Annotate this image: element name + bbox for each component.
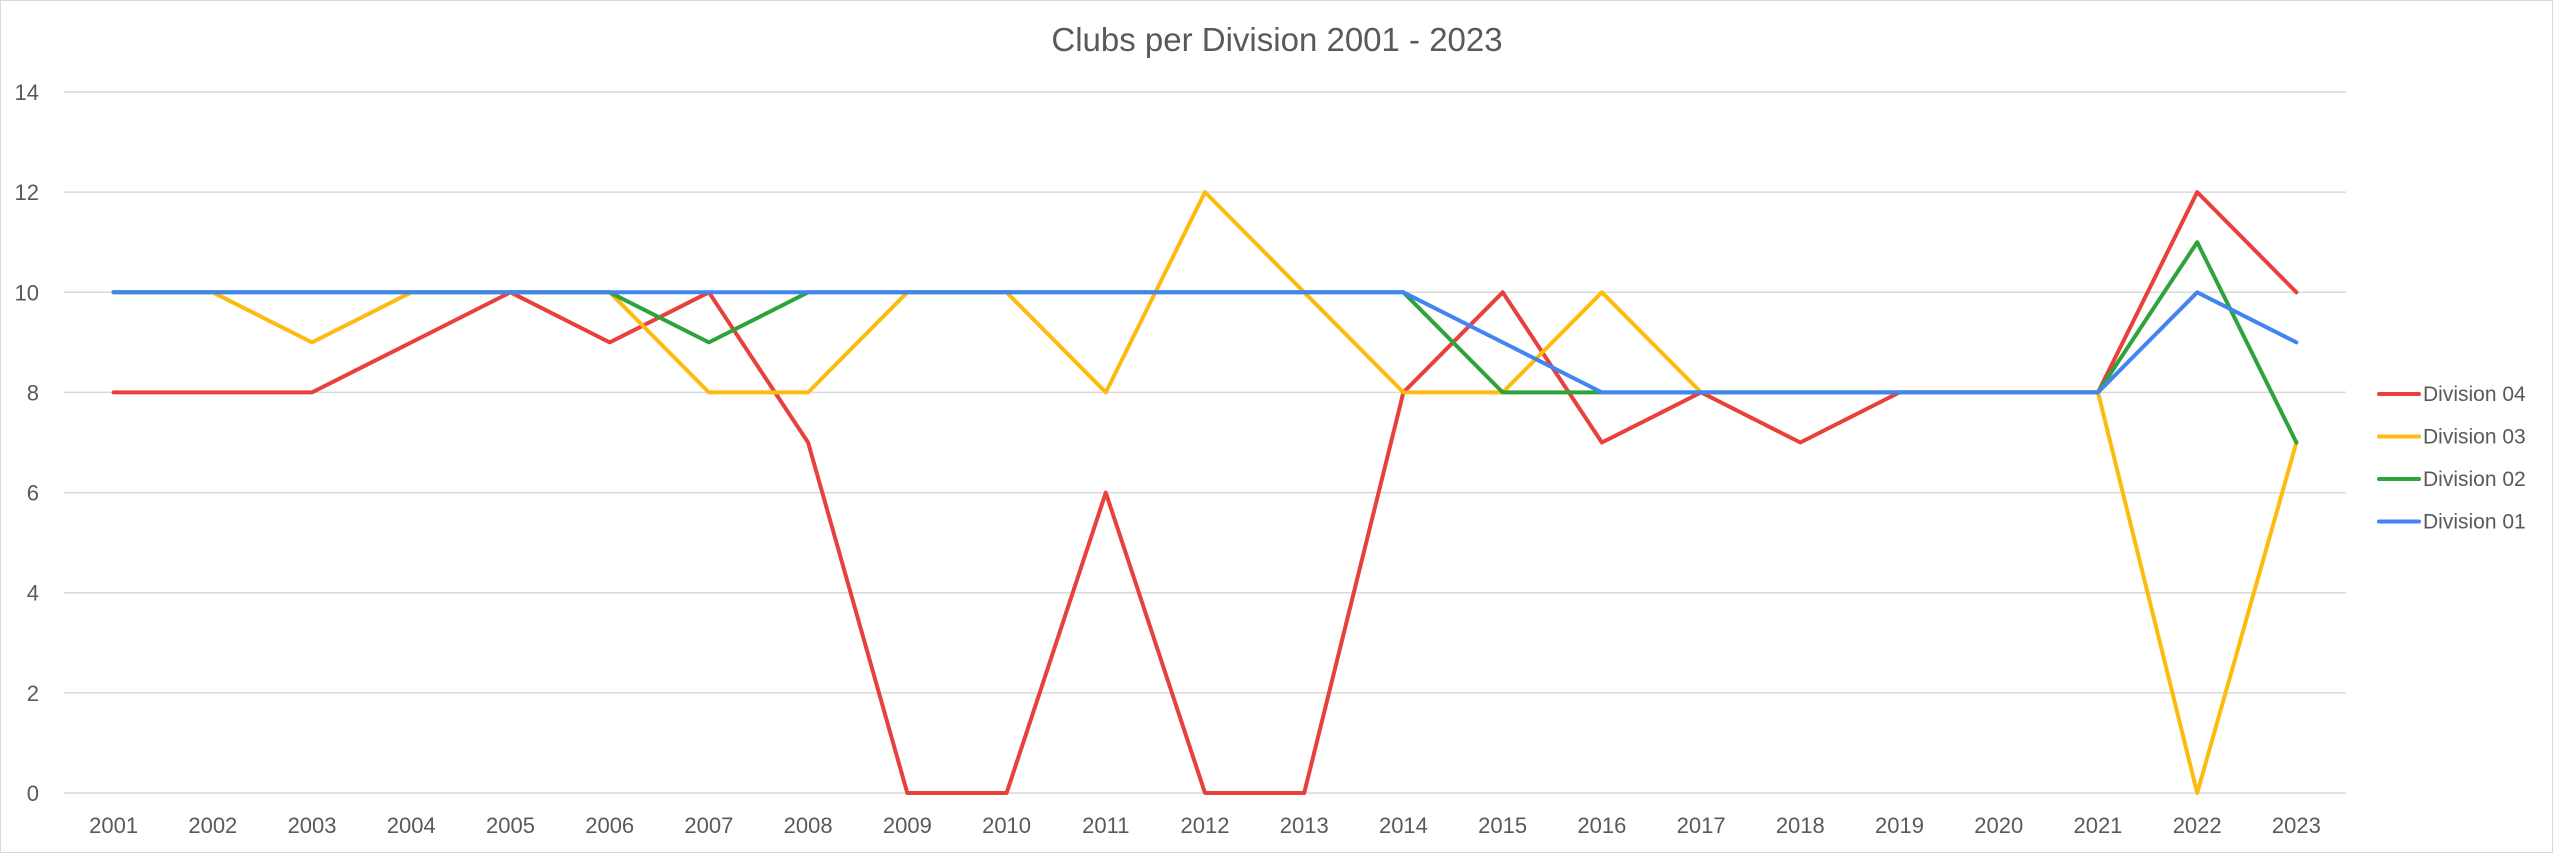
y-tick-label: 0 — [27, 781, 39, 806]
legend-item: Division 03 — [2377, 426, 2526, 449]
x-tick-label: 2022 — [2173, 813, 2222, 838]
y-tick-label: 2 — [27, 681, 39, 706]
x-tick-label: 2004 — [387, 813, 436, 838]
x-tick-label: 2014 — [1379, 813, 1428, 838]
gridlines — [64, 91, 2346, 794]
y-tick-label: 10 — [15, 280, 39, 305]
y-tick-label: 12 — [15, 180, 39, 205]
x-tick-label: 2007 — [684, 813, 733, 838]
legend-label: Division 03 — [2423, 426, 2526, 449]
chart-title: Clubs per Division 2001 - 2023 — [1051, 21, 1502, 58]
x-axis-ticks: 2001 2002 2003 2004 2005 2006 2007 2008 2009 2010… — [89, 813, 2321, 838]
x-tick-label: 2010 — [982, 813, 1031, 838]
x-tick-label: 2008 — [784, 813, 833, 838]
y-tick-label: 14 — [15, 80, 39, 105]
x-tick-label: 2011 — [1082, 813, 1129, 838]
x-tick-label: 2020 — [1974, 813, 2023, 838]
series-lines — [111, 190, 2299, 795]
legend: Division 04 Division 03 Division 02 Divisio… — [2377, 383, 2526, 534]
x-tick-label: 2006 — [585, 813, 634, 838]
x-tick-label: 2021 — [2073, 813, 2122, 838]
x-tick-label: 2001 — [89, 813, 138, 838]
x-tick-label: 2019 — [1875, 813, 1924, 838]
series-line-division-01 — [111, 290, 2299, 395]
x-tick-label: 2005 — [486, 813, 535, 838]
legend-label: Division 01 — [2423, 511, 2526, 534]
x-tick-label: 2016 — [1577, 813, 1626, 838]
x-tick-label: 2012 — [1181, 813, 1230, 838]
x-tick-label: 2009 — [883, 813, 932, 838]
legend-item: Division 02 — [2377, 468, 2526, 491]
x-tick-label: 2015 — [1478, 813, 1527, 838]
x-tick-label: 2013 — [1280, 813, 1329, 838]
legend-label: Division 04 — [2423, 383, 2526, 406]
y-tick-label: 6 — [27, 481, 39, 506]
x-tick-label: 2018 — [1776, 813, 1825, 838]
series-line-division-02 — [111, 240, 2299, 445]
x-tick-label: 2002 — [188, 813, 237, 838]
x-tick-label: 2023 — [2272, 813, 2321, 838]
y-axis-ticks: 0 2 4 6 8 10 12 14 — [15, 80, 39, 806]
y-tick-label: 4 — [27, 581, 39, 606]
x-tick-label: 2003 — [288, 813, 337, 838]
y-tick-label: 8 — [27, 380, 39, 405]
legend-item: Division 04 — [2377, 383, 2526, 406]
x-tick-label: 2017 — [1677, 813, 1726, 838]
legend-item: Division 01 — [2377, 511, 2526, 534]
legend-label: Division 02 — [2423, 468, 2526, 491]
